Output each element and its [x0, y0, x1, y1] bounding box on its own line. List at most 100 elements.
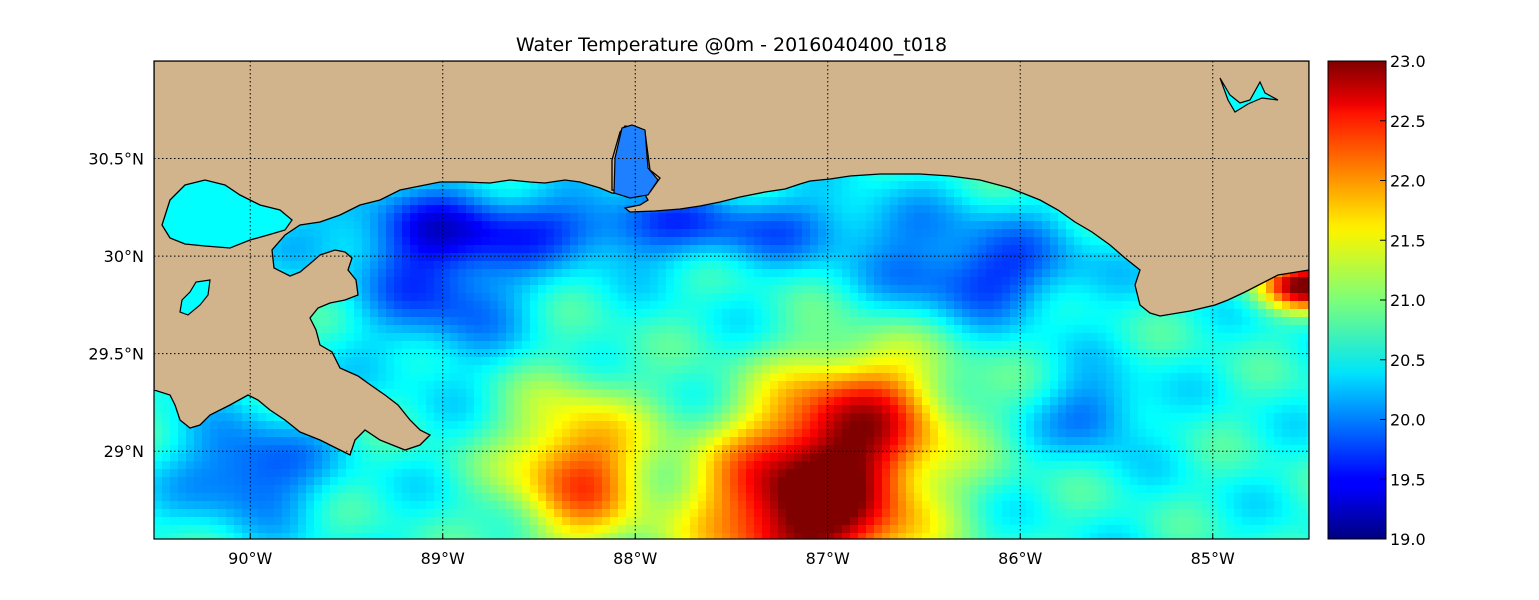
temperature-cell	[578, 253, 587, 262]
temperature-cell	[418, 229, 427, 238]
temperature-cell	[442, 437, 451, 446]
temperature-cell	[530, 229, 539, 238]
temperature-cell	[450, 533, 459, 539]
temperature-cell	[522, 205, 531, 214]
temperature-cell	[626, 461, 635, 470]
temperature-cell	[778, 261, 787, 270]
temperature-cell	[402, 213, 411, 222]
temperature-cell	[434, 261, 443, 270]
temperature-cell	[778, 397, 787, 406]
temperature-cell	[594, 501, 603, 510]
temperature-cell	[698, 501, 707, 510]
temperature-cell	[762, 309, 771, 318]
temperature-cell	[546, 317, 555, 326]
temperature-cell	[530, 317, 539, 326]
temperature-cell	[578, 205, 587, 214]
temperature-cell	[586, 341, 595, 350]
temperature-cell	[546, 197, 555, 206]
temperature-cell	[514, 509, 523, 518]
temperature-cell	[594, 197, 603, 206]
temperature-cell	[218, 477, 227, 486]
temperature-cell	[506, 237, 515, 246]
temperature-cell	[338, 501, 347, 510]
temperature-cell	[578, 509, 587, 518]
temperature-cell	[154, 429, 163, 438]
temperature-cell	[386, 525, 395, 534]
temperature-cell	[802, 381, 811, 390]
temperature-cell	[426, 189, 435, 198]
temperature-cell	[434, 237, 443, 246]
temperature-cell	[810, 381, 819, 390]
temperature-cell	[714, 485, 723, 494]
temperature-cell	[306, 469, 315, 478]
temperature-cell	[170, 525, 179, 534]
temperature-cell	[290, 269, 299, 278]
temperature-cell	[538, 365, 547, 374]
temperature-cell	[706, 421, 715, 430]
temperature-cell	[506, 445, 515, 454]
temperature-cell	[730, 493, 739, 502]
temperature-cell	[690, 397, 699, 406]
temperature-cell	[754, 261, 763, 270]
temperature-cell	[338, 245, 347, 254]
temperature-cell	[530, 501, 539, 510]
temperature-cell	[394, 333, 403, 342]
temperature-cell	[762, 517, 771, 526]
temperature-cell	[586, 309, 595, 318]
temperature-cell	[618, 341, 627, 350]
temperature-cell	[458, 229, 467, 238]
temperature-cell	[626, 277, 635, 286]
temperature-cell	[626, 509, 635, 518]
temperature-cell	[506, 437, 515, 446]
temperature-cell	[482, 501, 491, 510]
temperature-cell	[306, 245, 315, 254]
temperature-cell	[778, 333, 787, 342]
temperature-cell	[378, 245, 387, 254]
temperature-cell	[754, 533, 763, 539]
temperature-cell	[522, 221, 531, 230]
temperature-cell	[362, 493, 371, 502]
temperature-cell	[690, 213, 699, 222]
temperature-cell	[706, 253, 715, 262]
temperature-cell	[714, 245, 723, 254]
temperature-cell	[546, 469, 555, 478]
temperature-cell	[482, 437, 491, 446]
temperature-cell	[666, 341, 675, 350]
temperature-cell	[370, 365, 379, 374]
temperature-cell	[154, 397, 163, 406]
temperature-cell	[770, 317, 779, 326]
temperature-cell	[666, 397, 675, 406]
temperature-cell	[234, 485, 243, 494]
temperature-cell	[370, 269, 379, 278]
temperature-cell	[658, 469, 667, 478]
temperature-cell	[770, 517, 779, 526]
temperature-cell	[458, 469, 467, 478]
temperature-cell	[362, 437, 371, 446]
temperature-cell	[426, 229, 435, 238]
temperature-cell	[522, 533, 531, 539]
temperature-cell	[450, 269, 459, 278]
temperature-cell	[746, 197, 755, 206]
temperature-cell	[522, 181, 531, 190]
temperature-cell	[698, 373, 707, 382]
temperature-cell	[178, 429, 187, 438]
temperature-cell	[786, 189, 795, 198]
temperature-cell	[186, 477, 195, 486]
temperature-cell	[682, 277, 691, 286]
temperature-cell	[642, 501, 651, 510]
temperature-cell	[418, 237, 427, 246]
temperature-cell	[450, 509, 459, 518]
temperature-cell	[794, 189, 803, 198]
temperature-cell	[242, 493, 251, 502]
temperature-cell	[442, 461, 451, 470]
temperature-cell	[634, 485, 643, 494]
temperature-cell	[418, 357, 427, 366]
temperature-cell	[706, 437, 715, 446]
temperature-cell	[602, 429, 611, 438]
temperature-cell	[514, 493, 523, 502]
temperature-cell	[714, 373, 723, 382]
temperature-cell	[810, 221, 819, 230]
temperature-cell	[802, 533, 811, 539]
temperature-cell	[506, 301, 515, 310]
temperature-cell	[458, 365, 467, 374]
